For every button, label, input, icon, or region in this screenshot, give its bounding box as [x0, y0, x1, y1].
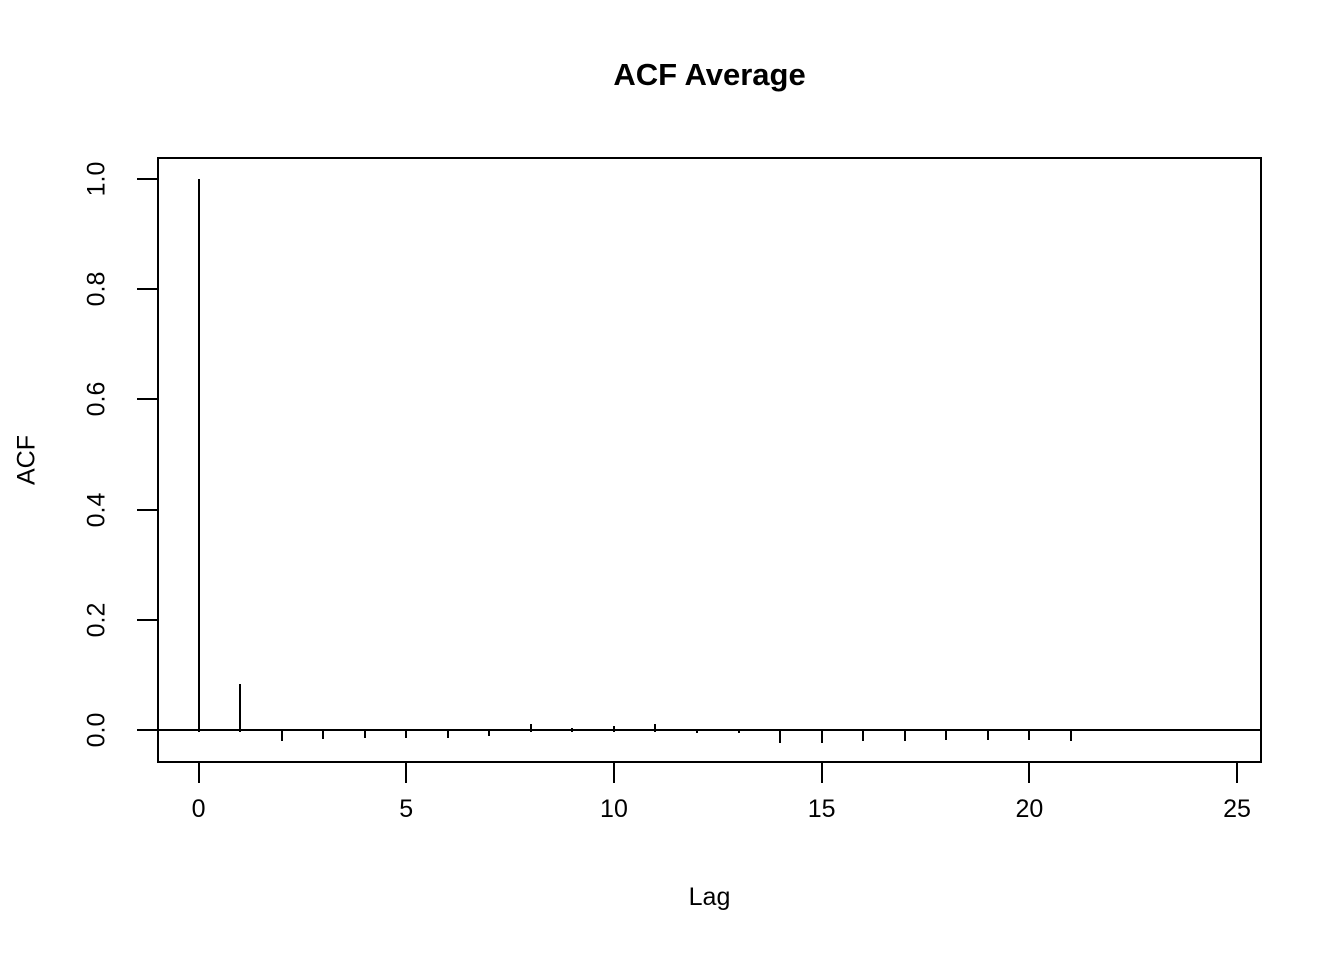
acf-bar — [239, 684, 242, 732]
y-axis-label: ACF — [12, 435, 41, 485]
acf-bar — [1028, 729, 1031, 741]
y-axis-tick — [137, 728, 157, 731]
acf-bar — [322, 729, 325, 740]
acf-bar — [737, 729, 740, 733]
acf-bar — [363, 729, 366, 738]
acf-bar — [1069, 729, 1072, 742]
x-axis-tick-label: 20 — [1015, 795, 1044, 823]
acf-bar — [612, 726, 615, 732]
x-axis-tick-label: 0 — [191, 795, 206, 823]
acf-bar — [779, 729, 782, 743]
x-axis-tick — [1028, 763, 1031, 783]
y-axis-tick — [137, 618, 157, 621]
y-axis-tick-label: 0.2 — [82, 602, 111, 637]
acf-bar — [903, 729, 906, 742]
acf-bar — [446, 729, 449, 739]
x-axis-tick-label: 10 — [600, 795, 628, 823]
x-axis-label: Lag — [688, 883, 731, 911]
x-axis-tick — [1236, 763, 1239, 783]
y-axis-tick — [137, 288, 157, 291]
x-axis-tick-label: 25 — [1223, 795, 1251, 823]
acf-bar — [945, 729, 948, 741]
y-axis-tick — [137, 178, 157, 181]
y-axis-tick-label: 0.6 — [82, 382, 111, 417]
x-axis-tick — [612, 763, 615, 783]
x-axis-tick — [820, 763, 823, 783]
acf-bar — [405, 729, 408, 738]
y-axis-tick-label: 0.8 — [82, 272, 111, 307]
chart-title: ACF Average — [613, 57, 806, 92]
x-axis-tick — [197, 763, 200, 783]
acf-bar — [986, 729, 989, 740]
acf-bar — [488, 729, 491, 737]
y-axis-tick — [137, 508, 157, 511]
acf-bar — [280, 729, 283, 741]
y-axis-tick-label: 1.0 — [82, 162, 111, 197]
plot-area — [157, 157, 1262, 763]
y-axis-tick — [137, 398, 157, 401]
y-axis-tick-label: 0.0 — [82, 712, 111, 747]
zero-reference-line — [157, 728, 1262, 731]
acf-bar — [571, 728, 574, 732]
x-axis-tick-label: 15 — [807, 795, 836, 823]
acf-bar — [696, 729, 699, 733]
x-axis-tick-label: 5 — [399, 795, 414, 823]
x-axis-tick — [405, 763, 408, 783]
acf-bar — [529, 724, 532, 732]
acf-bar — [820, 729, 823, 743]
acf-bar — [197, 179, 200, 732]
y-axis-tick-label: 0.4 — [82, 492, 111, 527]
acf-bar — [862, 729, 865, 742]
acf-bar — [654, 724, 657, 732]
